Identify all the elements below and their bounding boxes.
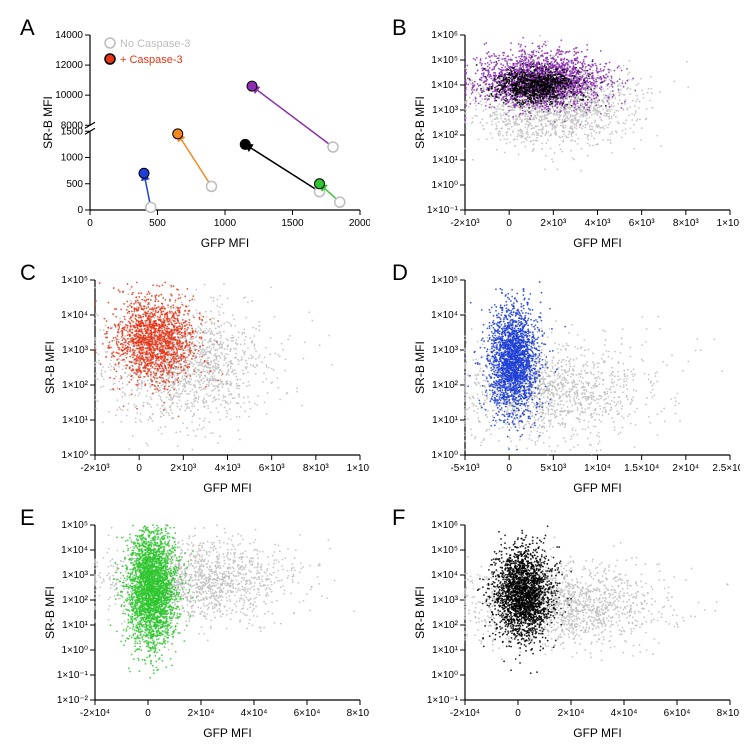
svg-text:SR-B MFI: SR-B MFI [41,96,55,149]
svg-text:1500: 1500 [281,218,304,229]
svg-text:1×10¹: 1×10¹ [62,415,89,426]
svg-text:1×10⁰: 1×10⁰ [431,180,458,191]
svg-text:1×10²: 1×10² [432,130,459,141]
panel-label-D: D [392,260,408,286]
svg-text:1×10⁻¹: 1×10⁻¹ [427,205,459,216]
svg-text:6×10³: 6×10³ [629,218,656,229]
svg-text:1000: 1000 [61,153,84,164]
svg-text:SR-B MFI: SR-B MFI [43,341,57,394]
series-treated [110,524,194,678]
panel-D: -5×10³05×10³1×10⁴1.5×10⁴2×10⁴2.5×10⁴1×10… [410,270,740,500]
panel-A: 0500100015002000050010001500800010000120… [40,25,370,255]
svg-text:2000: 2000 [349,218,370,229]
svg-text:1×10³: 1×10³ [432,105,459,116]
panel-label-F: F [392,505,405,531]
svg-text:0: 0 [506,218,512,229]
svg-text:10000: 10000 [55,90,83,101]
point-no-caspase [146,202,156,212]
point-no-caspase [207,181,217,191]
svg-text:6×10³: 6×10³ [259,463,286,474]
svg-text:1×10⁰: 1×10⁰ [61,450,88,461]
point-caspase [173,129,183,139]
svg-text:-2×10³: -2×10³ [80,463,110,474]
point-no-caspase [328,142,338,152]
series-treated [464,281,566,450]
svg-text:1×10⁵: 1×10⁵ [431,55,458,66]
svg-text:2×10³: 2×10³ [540,218,567,229]
figure-root: A B C D E F 0500100015002000050010001500… [0,0,750,733]
svg-text:12000: 12000 [55,60,83,71]
svg-text:4×10³: 4×10³ [585,218,612,229]
svg-text:8000: 8000 [61,120,84,131]
panel-F: -2×10⁴02×10⁴4×10⁴6×10⁴8×10⁴1×10⁻¹1×10⁰1×… [410,515,740,745]
svg-text:GFP MFI: GFP MFI [203,481,251,495]
panel-label-B: B [392,15,407,41]
svg-text:1×10⁵: 1×10⁵ [61,275,88,286]
svg-text:4×10³: 4×10³ [215,463,242,474]
series-background [464,537,729,662]
panel-E: -2×10⁴02×10⁴4×10⁴6×10⁴8×10⁴1×10⁻²1×10⁻¹1… [40,515,370,745]
svg-text:-2×10³: -2×10³ [450,218,480,229]
panel-label-A: A [20,15,35,41]
point-caspase [315,179,325,189]
series-background [464,35,689,172]
svg-text:0: 0 [136,463,142,474]
svg-text:14000: 14000 [55,30,83,41]
svg-text:1×10⁴: 1×10⁴ [347,463,370,474]
svg-text:0: 0 [87,218,93,229]
svg-text:1×10⁴: 1×10⁴ [717,218,740,229]
panel-B: -2×10³ 0 2×10³ 4×10³ 6×10³ 8×10³ 1×10⁴ 1×10⁻¹ 1×… [410,25,740,255]
panel-C: -2×10³ 0 2×10³ 4×10³ 6×10³ 8×10³ 1×10⁴ 1×10⁰ 1×1… [40,270,370,500]
svg-text:+ Caspase-3: + Caspase-3 [120,54,183,66]
legend: No Caspase-3 + Caspase-3 [105,38,190,66]
svg-text:No Caspase-3: No Caspase-3 [120,38,190,50]
svg-text:1×10⁴: 1×10⁴ [61,310,88,321]
svg-text:1×10⁴: 1×10⁴ [431,80,458,91]
svg-text:GFP MFI: GFP MFI [201,236,249,250]
svg-text:0: 0 [77,205,83,216]
point-caspase [247,81,257,91]
panel-label-E: E [20,505,35,531]
svg-text:1×10⁶: 1×10⁶ [431,30,458,41]
point-no-caspase [335,197,345,207]
svg-text:1000: 1000 [214,218,237,229]
svg-text:1×10³: 1×10³ [62,345,89,356]
point-caspase [139,168,149,178]
svg-text:SR-B MFI: SR-B MFI [413,96,427,149]
svg-text:500: 500 [149,218,166,229]
svg-text:1×10¹: 1×10¹ [432,155,459,166]
svg-text:500: 500 [66,179,83,190]
series-background [464,313,723,456]
point-caspase [240,139,250,149]
svg-text:GFP MFI: GFP MFI [573,236,621,250]
panel-label-C: C [20,260,36,286]
svg-text:2×10³: 2×10³ [170,463,197,474]
svg-text:8×10³: 8×10³ [303,463,330,474]
svg-text:8×10³: 8×10³ [673,218,700,229]
svg-text:1×10²: 1×10² [62,380,89,391]
